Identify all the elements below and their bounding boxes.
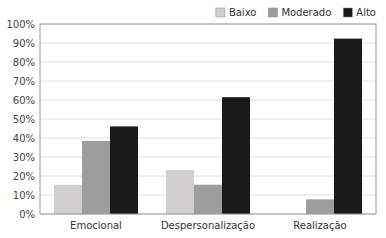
legend-item: Alto xyxy=(343,7,376,18)
bar xyxy=(194,185,222,214)
legend-item: Moderado xyxy=(268,7,331,18)
legend-label: Alto xyxy=(356,7,376,18)
y-tick-label: 10% xyxy=(13,190,35,201)
bar xyxy=(110,126,138,214)
y-tick-label: 40% xyxy=(13,133,35,144)
legend-item: Baixo xyxy=(216,7,257,18)
y-tick-label: 70% xyxy=(13,76,35,87)
y-tick-label: 100% xyxy=(6,19,35,30)
grid-line xyxy=(40,81,376,82)
y-tick-label: 90% xyxy=(13,38,35,49)
legend-swatch xyxy=(343,8,352,17)
y-tick-label: 30% xyxy=(13,152,35,163)
bars xyxy=(54,39,362,214)
y-tick-label: 20% xyxy=(13,171,35,182)
y-tick-label: 50% xyxy=(13,114,35,125)
bar xyxy=(166,170,194,214)
grid-line xyxy=(40,100,376,101)
grid-line xyxy=(40,119,376,120)
bar xyxy=(54,185,82,214)
bar xyxy=(306,199,334,214)
y-tick-label: 0% xyxy=(19,209,35,220)
grid-line xyxy=(40,62,376,63)
chart: 0% 10% 20% 30% 40% 50% 60% 70% 80% 90% 100% Emocion… xyxy=(0,0,386,238)
bar xyxy=(82,141,110,214)
x-tick-label: Emocional xyxy=(70,220,122,231)
bar xyxy=(222,97,250,214)
bar xyxy=(334,39,362,214)
x-tick-label: Despersonalização xyxy=(161,220,255,231)
legend-label: Baixo xyxy=(229,7,257,18)
legend: Baixo Moderado Alto xyxy=(216,7,376,18)
legend-swatch xyxy=(216,8,225,17)
grid xyxy=(40,24,376,214)
legend-swatch xyxy=(268,8,277,17)
plot-frame xyxy=(40,24,376,214)
grid-line xyxy=(40,43,376,44)
y-tick-label: 60% xyxy=(13,95,35,106)
legend-label: Moderado xyxy=(281,7,331,18)
y-tick-label: 80% xyxy=(13,57,35,68)
grid-line xyxy=(40,138,376,139)
x-tick-label: Realização xyxy=(293,220,346,231)
